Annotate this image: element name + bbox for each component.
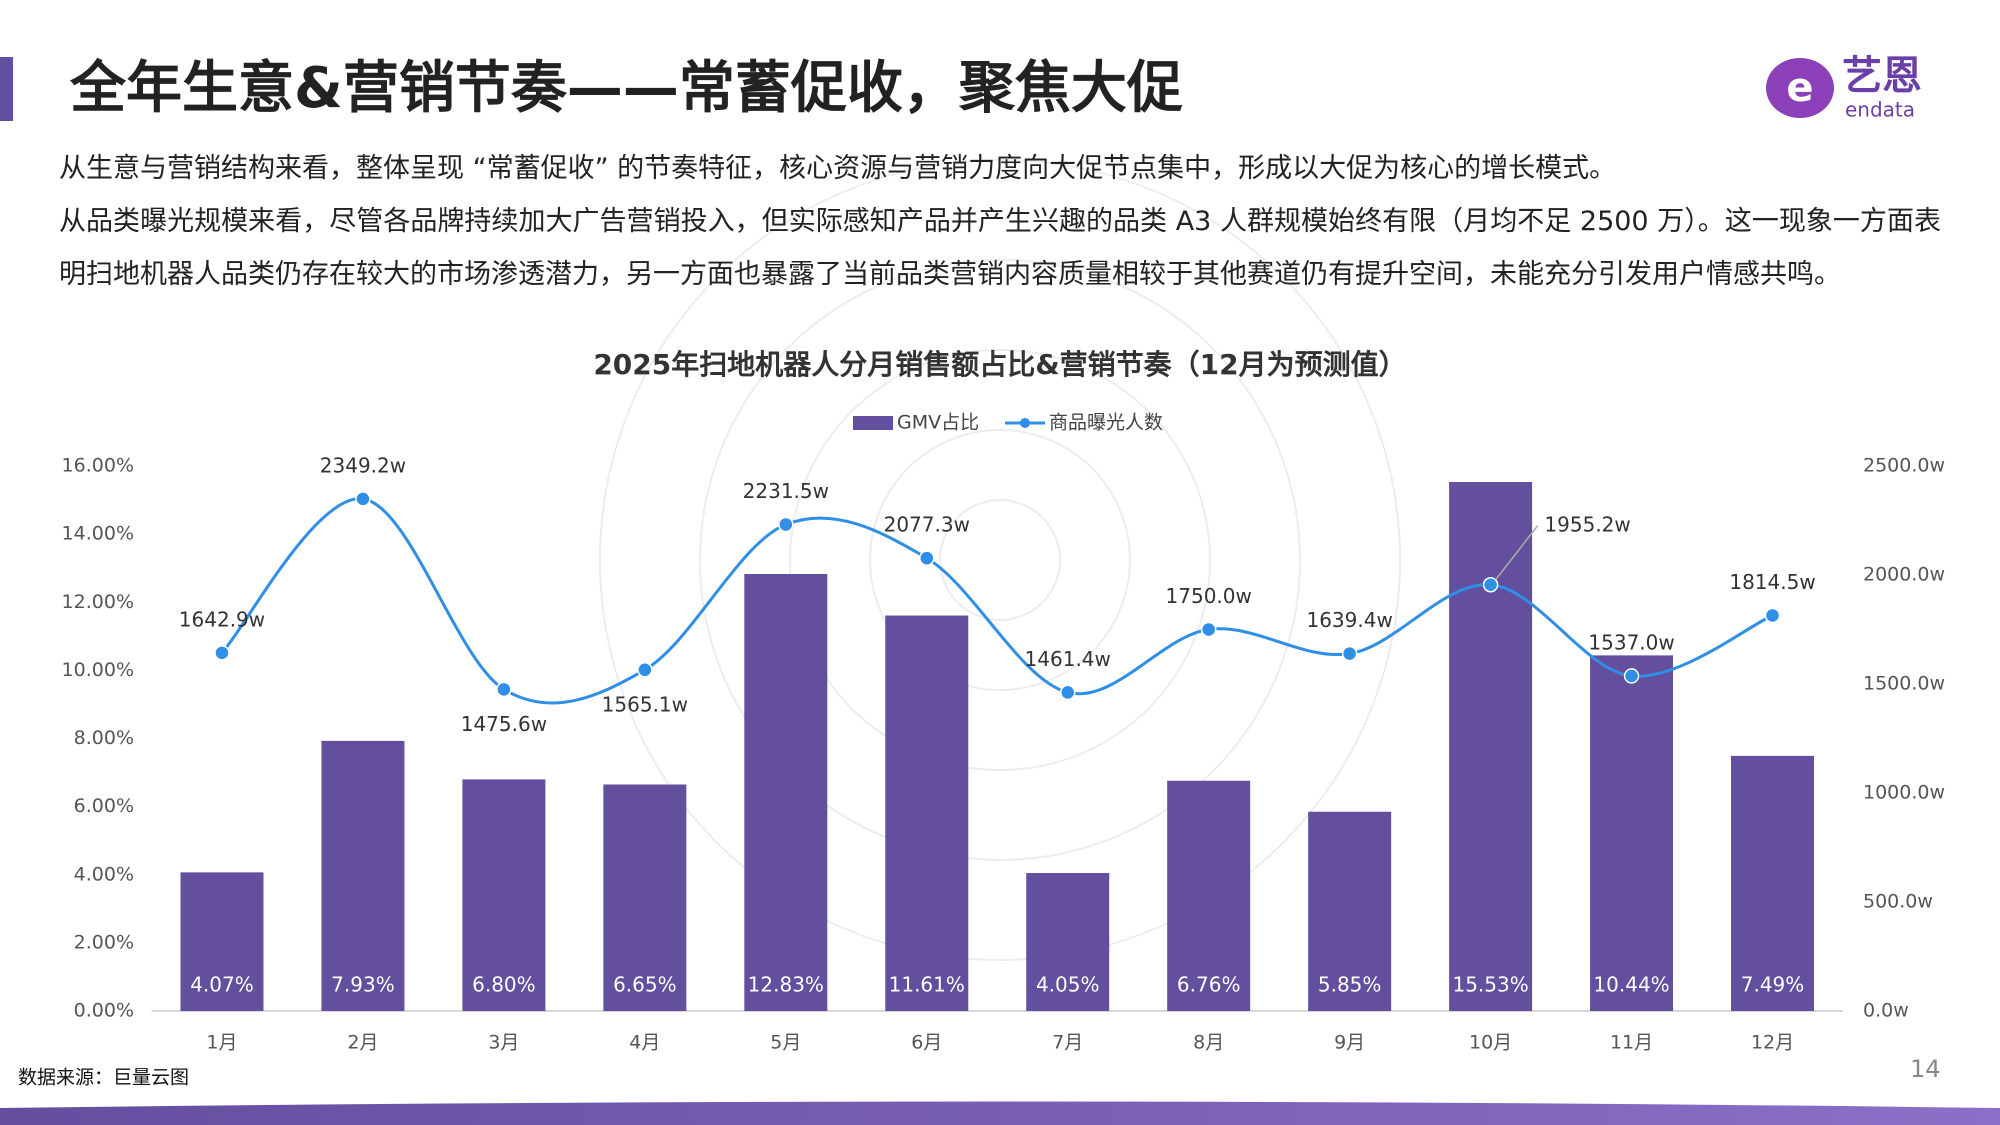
bar-value-label: 11.61% [889, 973, 965, 997]
page-number: 14 [1910, 1055, 1941, 1083]
x-tick-label: 4月 [629, 1032, 660, 1054]
bar-value-label: 6.80% [472, 973, 536, 997]
background-rings [599, 159, 1401, 961]
x-tick-label: 2月 [347, 1032, 378, 1054]
line-value-label: 1565.1w [602, 692, 688, 716]
bar [1308, 811, 1392, 1011]
line-point [355, 491, 371, 507]
svg-text:e: e [1786, 65, 1813, 111]
bar-value-label: 5.85% [1318, 973, 1382, 997]
line-value-label: 2231.5w [743, 479, 829, 503]
paragraph: 从品类曝光规模来看，尽管各品牌持续加大广告营销投入，但实际感知产品并产生兴趣的品… [59, 206, 1941, 290]
line-value-label: 1814.5w [1729, 570, 1815, 594]
x-tick-label: 6月 [911, 1032, 942, 1054]
line-value-label: 1750.0w [1166, 584, 1252, 608]
line-point [919, 550, 935, 566]
chart: 0.00% 2.00% 4.00% 6.00% 8.00% 10.00% 12.00% 14.… [62, 412, 1945, 1054]
legend-label: GMV占比 [897, 412, 979, 434]
line-value-label: 1955.2w [1544, 512, 1630, 536]
bar [321, 740, 405, 1011]
y-tick-label: 0.00% [74, 1000, 134, 1022]
y-tick-label: 8.00% [74, 727, 134, 749]
logo-text: 艺恩 [1842, 53, 1922, 99]
y2-tick-label: 1500.0w [1863, 673, 1945, 695]
bar [462, 779, 546, 1011]
bar-value-label: 10.44% [1593, 973, 1669, 997]
bar [744, 573, 828, 1011]
bar-value-label: 7.49% [1741, 973, 1805, 997]
bar-value-label: 4.05% [1036, 973, 1100, 997]
y-tick-label: 14.00% [62, 523, 134, 545]
line-value-label: 2349.2w [320, 453, 406, 477]
paragraph: 从生意与营销结构来看，整体呈现 “常蓄促收” 的节奏特征，核心资源与营销力度向大… [59, 153, 1617, 184]
y2-tick-label: 2500.0w [1863, 455, 1945, 477]
x-tick-label: 9月 [1334, 1032, 1365, 1054]
line-point [778, 516, 794, 533]
y2-tick-label: 500.0w [1863, 891, 1933, 913]
bar-value-label: 15.53% [1452, 973, 1528, 997]
bar [1026, 873, 1110, 1011]
line-point [496, 681, 512, 698]
source: 数据来源：巨量云图 [18, 1067, 189, 1089]
y-tick-label: 4.00% [74, 863, 134, 885]
bar-value-label: 6.76% [1177, 973, 1241, 997]
y-tick-label: 2.00% [74, 931, 134, 953]
x-tick-label: 7月 [1052, 1032, 1083, 1054]
page-title: 全年生意&营销节奏——常蓄促收，聚焦大促 [69, 56, 1183, 121]
line-value-label: 1461.4w [1025, 647, 1111, 671]
bar-value-label: 6.65% [613, 973, 677, 997]
x-tick-label: 12月 [1751, 1032, 1794, 1054]
x-tick-label: 8月 [1193, 1032, 1224, 1054]
bar-value-label: 7.93% [331, 973, 395, 997]
y-tick-label: 16.00% [62, 455, 134, 477]
leader-line [1495, 525, 1539, 581]
line-point [1200, 621, 1217, 638]
x-tick-label: 3月 [488, 1032, 519, 1054]
line-value-label: 1537.0w [1588, 630, 1674, 654]
line-point [1059, 684, 1076, 701]
bar [1167, 780, 1251, 1011]
legend-label: 商品曝光人数 [1049, 412, 1163, 434]
line-value-label: 1642.9w [179, 607, 265, 631]
bar [885, 615, 969, 1011]
y2-tick-label: 2000.0w [1863, 564, 1945, 586]
line-point [214, 645, 230, 661]
y-tick-label: 12.00% [62, 591, 134, 613]
bottom-band [0, 1101, 2000, 1125]
legend-swatch [853, 416, 893, 430]
x-tick-label: 10月 [1469, 1032, 1512, 1054]
line-value-label: 1475.6w [461, 712, 547, 736]
logo: e 艺恩 endata [1766, 53, 1922, 122]
bar [1590, 655, 1674, 1011]
bar-value-label: 12.83% [748, 973, 824, 997]
line-point [1341, 645, 1358, 662]
logo-sub: endata [1845, 98, 1915, 122]
chart-title: 2025年扫地机器人分月销售额占比&营销节奏（12月为预测值） [593, 348, 1406, 381]
bar [1731, 755, 1815, 1011]
line-point [637, 662, 653, 678]
bar [1449, 482, 1533, 1011]
line [220, 497, 1774, 705]
line-value-label: 1639.4w [1306, 608, 1392, 632]
bar [603, 784, 687, 1011]
line-point [1482, 577, 1499, 593]
bar-value-label: 4.07% [190, 973, 254, 997]
line-value-label: 2077.3w [884, 513, 970, 537]
y-tick-label: 6.00% [74, 795, 134, 817]
line-point [1623, 668, 1640, 684]
x-tick-label: 11月 [1610, 1032, 1653, 1054]
title-accent [0, 57, 13, 121]
bar [180, 872, 264, 1011]
line-point [1764, 607, 1781, 624]
y2-tick-label: 1000.0w [1863, 782, 1945, 804]
y-tick-label: 10.00% [62, 659, 134, 681]
x-tick-label: 1月 [206, 1032, 237, 1054]
x-tick-label: 5月 [770, 1032, 801, 1054]
y2-tick-label: 0.0w [1863, 1000, 1909, 1022]
legend-swatch [1020, 418, 1030, 428]
